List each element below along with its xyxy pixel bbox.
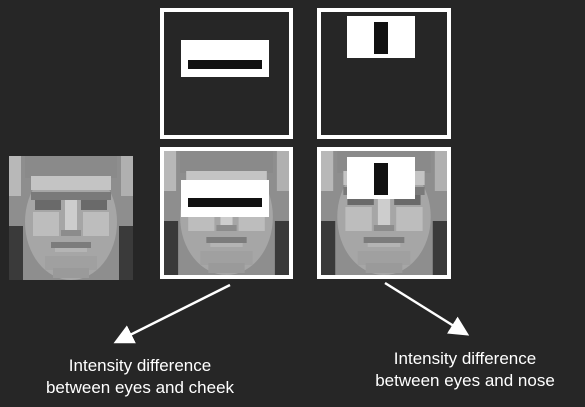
face-with-two-rectangle-feature [160, 147, 293, 279]
three-rectangle-feature-panel [317, 8, 451, 139]
arrow-to-right-caption [384, 281, 470, 336]
face-with-three-rectangle-feature [317, 147, 451, 279]
caption-line-1: Intensity difference [68, 356, 212, 375]
caption-line-1: Intensity difference [393, 349, 537, 368]
caption-eyes-nose: Intensity difference between eyes and no… [350, 348, 580, 392]
feature-dark-region [374, 22, 388, 54]
caption-line-2: between eyes and nose [375, 371, 555, 390]
arrow-to-left-caption [113, 283, 231, 344]
feature-white-region [181, 40, 269, 77]
caption-line-2: between eyes and cheek [45, 378, 235, 397]
caption-eyes-cheek: Intensity difference between eyes and ch… [20, 355, 260, 399]
face-image [9, 156, 133, 280]
feature-dark-region [374, 163, 388, 195]
face-image-original [9, 156, 133, 280]
two-rectangle-feature-panel [160, 8, 293, 139]
feature-dark-region [188, 60, 262, 69]
feature-dark-region [188, 198, 262, 207]
